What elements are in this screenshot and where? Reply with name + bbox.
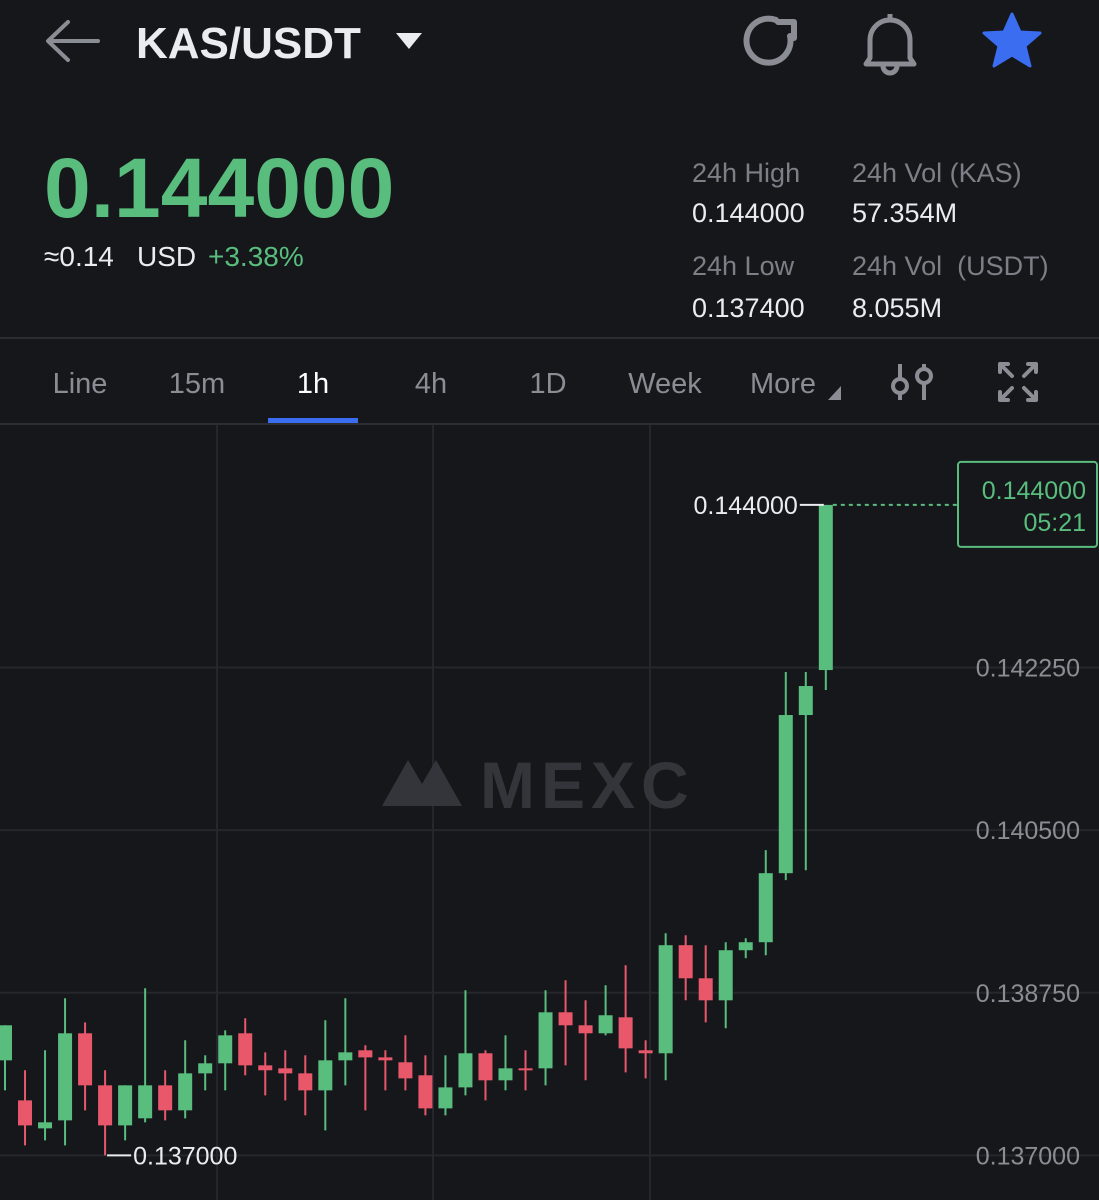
icon-corner	[998, 362, 1014, 378]
stat-value: 8.055M	[852, 293, 942, 323]
min-marker-label: 0.137000	[133, 1142, 237, 1170]
icon-corner	[998, 386, 1014, 402]
last-price-box	[957, 460, 1098, 548]
candle-body	[118, 1085, 133, 1126]
interval-tab[interactable]: More	[750, 368, 816, 400]
stat-label: 24h Low	[692, 251, 795, 281]
candle-body	[758, 873, 773, 943]
icon-knob	[891, 377, 909, 395]
favorite-star[interactable]	[982, 12, 1042, 68]
fullscreen-button[interactable]	[998, 362, 1038, 402]
y-tick-label: 0.137000	[976, 1142, 1080, 1170]
interval-tab[interactable]: 1D	[529, 368, 566, 400]
candle-body	[298, 1073, 313, 1091]
candle-body	[618, 1017, 633, 1049]
y-tick-label: 0.140500	[976, 817, 1080, 845]
candle-body	[378, 1057, 393, 1061]
candle-body	[578, 1025, 593, 1034]
candle-body	[98, 1085, 113, 1126]
refresh-icon	[743, 15, 794, 66]
candle-body	[18, 1100, 33, 1126]
refresh-button[interactable]	[743, 15, 797, 66]
candle-body	[698, 978, 713, 1001]
candle-body	[78, 1033, 93, 1086]
pair-title[interactable]: KAS/USDT	[136, 19, 361, 68]
indicator-settings[interactable]	[891, 364, 933, 400]
currency: USD	[137, 241, 196, 272]
interval-tab[interactable]: 15m	[169, 368, 225, 400]
approx-price: ≈0.14	[44, 241, 114, 272]
candle-body	[818, 504, 833, 671]
watermark: MEXC	[480, 748, 695, 822]
interval-tab[interactable]: 4h	[415, 368, 447, 400]
y-tick-label: 0.138750	[976, 980, 1080, 1008]
candle-body	[518, 1068, 533, 1071]
stat-label: 24h High	[692, 158, 800, 188]
candle-body	[318, 1060, 333, 1091]
candle-body	[218, 1035, 233, 1064]
more-caret	[828, 386, 841, 400]
active-tab-indicator	[268, 418, 358, 423]
candle-body	[458, 1053, 473, 1088]
interval-tab[interactable]: 1h	[297, 368, 329, 400]
bell-icon	[863, 17, 917, 67]
interval-tab[interactable]: Week	[628, 368, 702, 400]
stat-label: 24h Vol (USDT)	[852, 251, 1049, 281]
candle-body	[718, 950, 733, 1001]
candle-body	[418, 1075, 433, 1109]
candle-chart: 0.137000 0.138750 0.140500 0.142250 0.144000…	[0, 460, 1099, 1170]
candle-body	[738, 942, 753, 951]
back-button[interactable]	[46, 20, 100, 62]
stat-value: 57.354M	[852, 198, 957, 228]
candle-body	[258, 1065, 273, 1071]
candle-body	[138, 1085, 153, 1119]
interval-tab[interactable]: Line	[53, 368, 108, 400]
candle-body	[658, 945, 673, 1054]
candle-body	[238, 1033, 253, 1066]
watermark-logo	[382, 760, 462, 806]
alert-button[interactable]	[863, 14, 917, 76]
price-change: +3.38%	[208, 241, 304, 272]
candle-body	[778, 715, 793, 874]
candle-body	[598, 1015, 613, 1034]
countdown-label: 05:21	[1023, 509, 1086, 537]
icon-knob	[915, 367, 933, 385]
candle-body	[438, 1087, 453, 1109]
candle-body	[58, 1033, 73, 1121]
candle-body	[358, 1050, 373, 1058]
pair-dropdown[interactable]	[396, 33, 422, 49]
candle-body	[638, 1050, 653, 1054]
y-tick-label: 0.142250	[976, 655, 1080, 683]
last-price-label: 0.144000	[982, 477, 1086, 505]
candle-body	[398, 1062, 413, 1079]
candle-body	[678, 945, 693, 979]
candle-body	[178, 1073, 193, 1111]
candle-body	[478, 1053, 493, 1081]
stat-label: 24h Vol (KAS)	[852, 158, 1022, 188]
icon-corner	[1022, 362, 1038, 378]
candle-body	[158, 1085, 173, 1111]
max-marker-label: 0.144000	[694, 492, 798, 520]
bell-clapper	[880, 65, 900, 76]
candle-body	[538, 1012, 553, 1069]
icon-corner	[1022, 386, 1038, 402]
candle-body	[798, 686, 813, 716]
candle-body	[498, 1068, 513, 1081]
last-price: 0.144000	[44, 141, 394, 235]
candle-body	[38, 1122, 53, 1129]
stat-value: 0.137400	[692, 293, 805, 323]
candle-body	[338, 1052, 353, 1061]
candle-body	[198, 1063, 213, 1074]
candle-body	[0, 1025, 12, 1061]
candle-body	[278, 1068, 293, 1074]
back-arrow	[46, 20, 100, 62]
stat-value: 0.144000	[692, 198, 805, 228]
candle-body	[558, 1012, 573, 1026]
refresh-arrow	[775, 19, 797, 41]
